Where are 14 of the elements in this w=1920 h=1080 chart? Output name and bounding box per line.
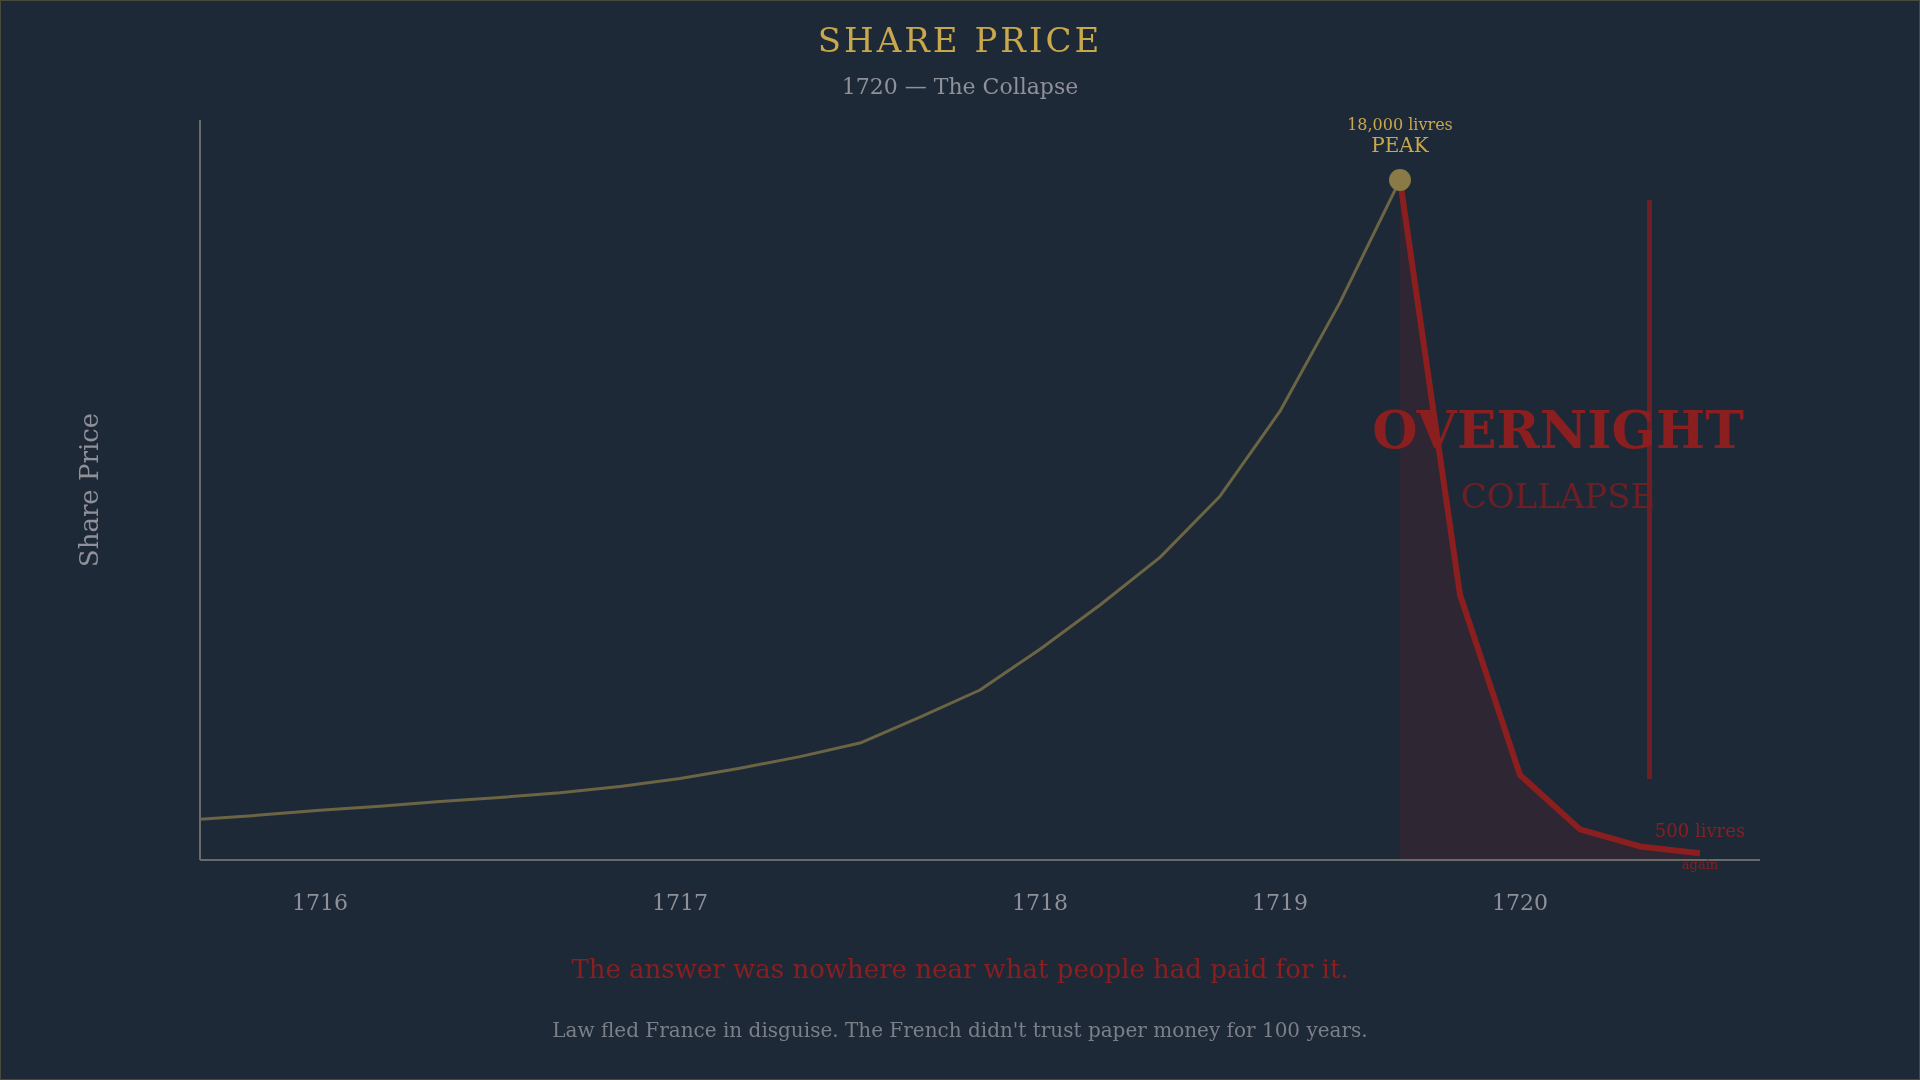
text: 18,000 livres — [1347, 115, 1453, 134]
annotation: again — [1681, 857, 1719, 873]
x-tick-label: 1718 — [1012, 890, 1068, 915]
text: PEAK — [1371, 133, 1430, 157]
text: Law fled France in disguise. The French didn't trust paper money for 100 years. — [552, 1018, 1368, 1042]
y-axis-title: Share Price — [74, 412, 104, 568]
x-tick-label: 1716 — [292, 890, 348, 915]
x-tick-label: 1719 — [1252, 890, 1308, 915]
x-tick-label: 1717 — [652, 890, 708, 915]
x-tick-label: 1720 — [1492, 890, 1548, 915]
annotation: 500 livres — [1654, 820, 1746, 842]
chart-subtitle: 1720 — The Collapse — [841, 74, 1079, 99]
chart-title: SHARE PRICE — [817, 20, 1103, 60]
text: The answer was nowhere near what people had paid for it. — [571, 954, 1349, 984]
